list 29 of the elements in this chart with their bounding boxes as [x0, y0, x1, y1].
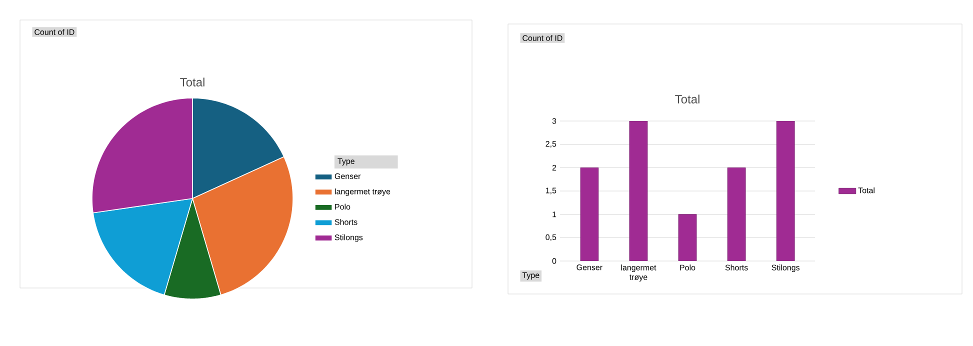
text: Count of ID: [522, 35, 562, 41]
bar: [629, 121, 648, 261]
legend-label: Stilongs: [334, 234, 363, 242]
text: Type: [522, 272, 540, 280]
y-tick-label: 2: [552, 164, 556, 170]
x-tick-label: Stilongs: [772, 264, 800, 272]
x-tick-label: langermet trøye: [621, 264, 656, 282]
y-tick-label: 0: [552, 258, 556, 264]
bar: [678, 214, 697, 261]
y-tick-label: 2,5: [546, 141, 556, 148]
y-tick-label: 1,5: [546, 188, 556, 194]
legend-title: Type: [338, 158, 354, 166]
x-tick-label: Genser: [576, 264, 602, 270]
legend-label: Polo: [335, 204, 350, 210]
x-tick-label: Polo: [680, 264, 696, 270]
bar: [776, 121, 795, 261]
bar: [580, 167, 599, 261]
legend-label: Shorts: [334, 219, 358, 225]
chart-title: Total: [675, 94, 700, 104]
y-tick-label: 1: [552, 212, 556, 218]
chart-title: Total: [180, 78, 204, 86]
legend-label: langermet trøye: [335, 188, 390, 196]
legend-label: Genser: [334, 173, 361, 180]
legend-label: Total: [858, 187, 874, 194]
bar: [727, 167, 746, 261]
x-tick-label: Shorts: [725, 264, 748, 270]
y-tick-label: 0,5: [546, 234, 556, 241]
text: Count of ID: [34, 29, 74, 35]
y-tick-label: 3: [552, 118, 556, 124]
